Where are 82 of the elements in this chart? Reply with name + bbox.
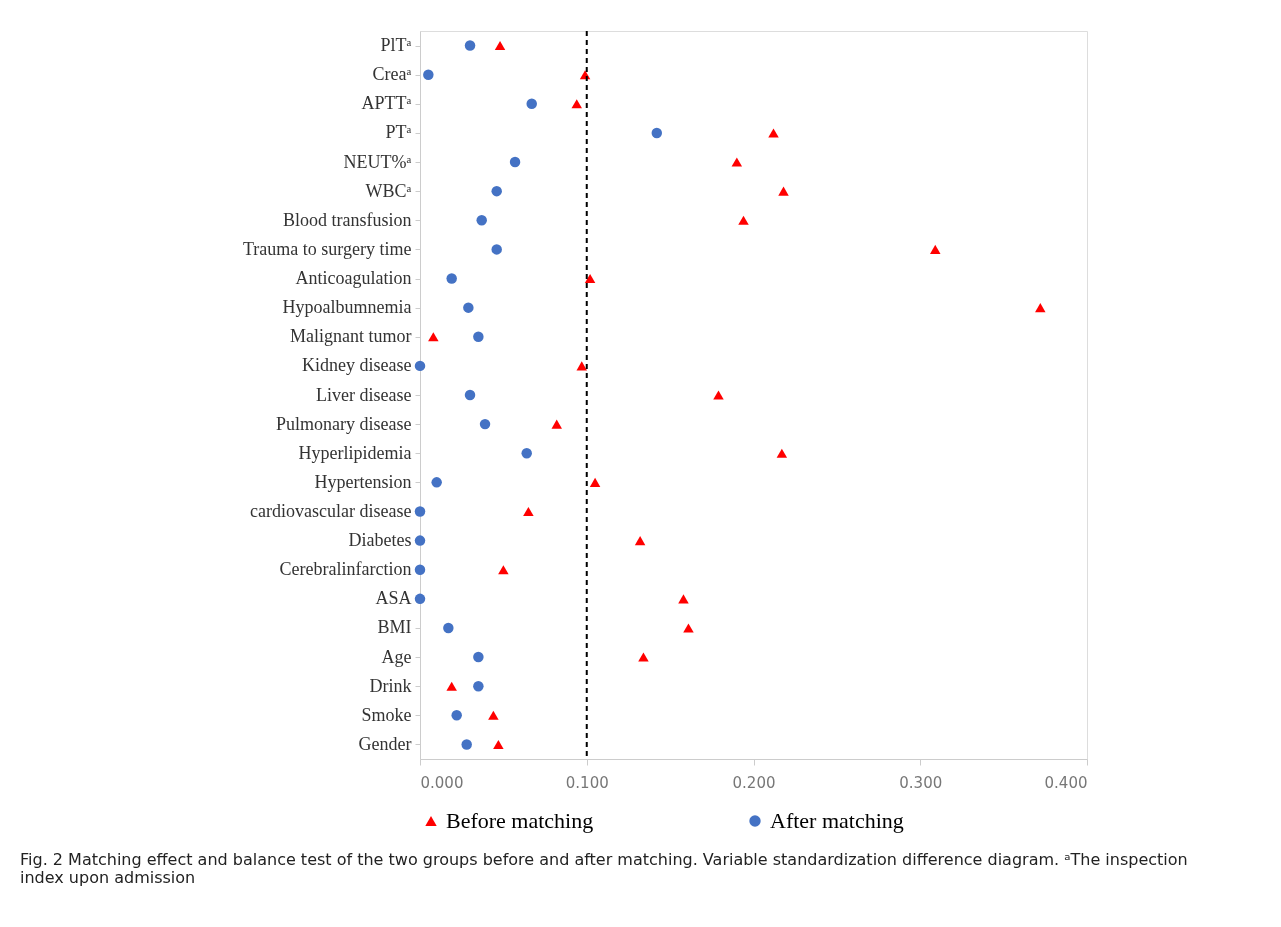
point — [414, 506, 426, 517]
point — [491, 185, 502, 197]
point — [473, 680, 484, 692]
y-tick-label: Liver disease — [316, 384, 412, 405]
point — [778, 186, 789, 196]
y-tick-label: Hypoalbumnemia — [282, 297, 412, 318]
caption: Fig. 2 Matching effect and balance test of the two groups before and after matching. Variable standardization difference diagram. ᵃThe inspection index upon admission — [20, 850, 1188, 887]
y-tick-label: Hypertension — [314, 471, 412, 492]
point — [414, 564, 426, 575]
point — [431, 477, 442, 488]
point — [731, 157, 743, 167]
point — [551, 419, 562, 429]
x-tick-label: 0.300 — [899, 773, 943, 792]
y-tick-label: BMI — [377, 617, 412, 638]
point — [473, 331, 484, 342]
point — [446, 681, 457, 691]
point — [443, 622, 454, 634]
point — [498, 565, 509, 575]
point — [678, 594, 689, 604]
point — [576, 361, 587, 371]
y-tick-label: Diabetes — [348, 530, 412, 551]
point — [414, 360, 426, 372]
y-tick-label: Age — [381, 646, 412, 667]
y-tick-label: Malignant tumor — [290, 326, 412, 347]
y-tick-label: WBCᵃ — [365, 180, 412, 201]
point — [446, 273, 457, 284]
point — [768, 128, 779, 138]
point — [930, 244, 941, 254]
y-tick-label: PTᵃ — [385, 122, 412, 143]
x-tick-label: 0.200 — [732, 773, 776, 792]
point — [509, 156, 521, 168]
point — [571, 99, 582, 109]
y-tick-label: cardiovascular disease — [250, 500, 412, 521]
y-tick-label: Gender — [358, 733, 412, 754]
point — [523, 506, 534, 517]
point — [464, 40, 476, 51]
y-tick-label: Creaᵃ — [372, 64, 412, 85]
point — [479, 418, 491, 430]
point — [526, 98, 537, 110]
x-tick-label: 0.100 — [565, 773, 609, 792]
y-tick-label: NEUT%ᵃ — [343, 151, 412, 172]
point — [461, 739, 472, 750]
y-tick-label: Anticoagulation — [295, 268, 412, 289]
point — [476, 215, 487, 226]
y-tick-label: Cerebralinfarction — [279, 559, 412, 580]
point — [451, 710, 462, 721]
point — [464, 389, 476, 401]
point — [414, 535, 426, 546]
point — [651, 127, 663, 139]
legend-label: Before matching — [446, 808, 594, 833]
point — [634, 536, 646, 546]
y-tick-label: Trauma to surgery time — [243, 238, 412, 259]
point — [713, 390, 724, 400]
y-tick-label: Pulmonary disease — [276, 413, 412, 434]
point — [1035, 303, 1046, 313]
point — [428, 332, 439, 342]
point — [414, 593, 426, 605]
x-tick-label: 0.000 — [420, 773, 464, 792]
point — [683, 623, 694, 633]
point — [493, 739, 504, 749]
y-tick-label: ASA — [375, 588, 412, 609]
point — [589, 477, 601, 487]
y-tick-label: Blood transfusion — [283, 209, 412, 230]
point — [521, 448, 532, 459]
point — [488, 710, 499, 720]
y-tick-label: PlTᵃ — [380, 35, 412, 56]
y-tick-label: Hyperlipidemia — [298, 442, 412, 463]
point — [738, 215, 749, 225]
y-tick-label: Smoke — [361, 704, 412, 725]
point — [776, 448, 788, 458]
point — [584, 273, 596, 284]
legend-label: After matching — [770, 808, 904, 833]
y-tick-label: Kidney disease — [302, 355, 412, 376]
x-tick-label: 0.400 — [1044, 773, 1088, 792]
point — [473, 651, 484, 663]
y-tick-label: APTTᵃ — [361, 93, 412, 114]
point — [638, 652, 649, 662]
point — [491, 244, 502, 255]
point — [463, 302, 474, 313]
y-tick-label: Drink — [369, 675, 412, 696]
point — [494, 41, 506, 51]
point — [423, 69, 434, 80]
